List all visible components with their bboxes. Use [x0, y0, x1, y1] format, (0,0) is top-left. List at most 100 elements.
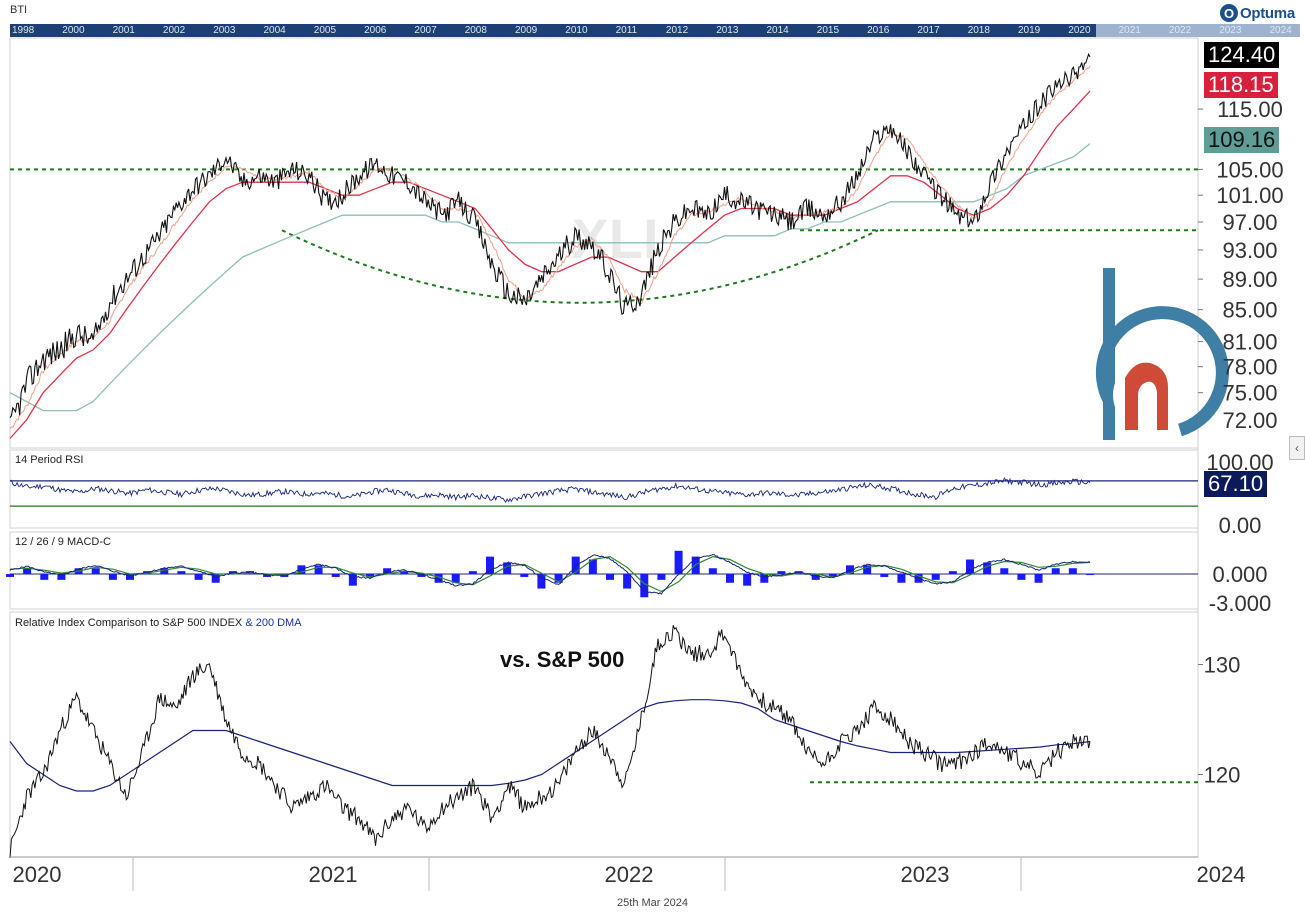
macd-histogram-bar	[863, 565, 872, 575]
collapse-panel-arrow-icon[interactable]: ‹	[1289, 436, 1305, 460]
price-tick-label: 78.00	[1222, 355, 1277, 380]
macd-histogram-bar	[91, 568, 100, 575]
relative-panel-title-dma: & 200 DMA	[245, 617, 302, 629]
rsi-panel-frame	[9, 449, 1199, 529]
overview-year-label: 2008	[464, 25, 487, 36]
macd-histogram-bar	[606, 574, 614, 580]
macd-panel-title: 12 / 26 / 9 MACD-C	[15, 536, 111, 548]
macd-histogram-bar	[691, 556, 700, 575]
macd-histogram-bar	[417, 574, 426, 577]
ma-short-badge: 118.15	[1204, 72, 1278, 98]
rsi-line	[9, 477, 1091, 503]
x-tick-label: 2020	[13, 862, 62, 887]
macd-histogram-bar	[708, 568, 717, 575]
macd-histogram-bar	[503, 562, 512, 575]
macd-histogram-bar	[108, 574, 117, 580]
macd-histogram-bar	[434, 574, 443, 583]
overview-year-label: 2007	[414, 25, 437, 36]
macd-histogram-bar	[23, 568, 32, 575]
macd-histogram-bar	[777, 571, 786, 575]
macd-histogram-bar	[486, 556, 494, 575]
price-tick-label: 105.00	[1216, 157, 1283, 182]
overview-year-label: 2003	[213, 25, 236, 36]
macd-histogram-bar	[1017, 574, 1026, 580]
macd-histogram-bar	[263, 574, 272, 577]
overview-year-label: 2009	[515, 25, 538, 36]
rsi-series-group: 100.00 0.00	[9, 450, 1274, 538]
overview-year-label: 2024	[1269, 25, 1292, 36]
rounded-base-curve	[281, 229, 879, 304]
macd-histogram-bar	[366, 574, 374, 577]
relative-series-group: 120 130	[9, 625, 1241, 859]
company-logo-mark	[1095, 268, 1229, 440]
price-tick-label: 115.00	[1217, 97, 1283, 122]
price-series-group	[9, 53, 1198, 439]
macd-histogram-bar	[726, 574, 734, 583]
relative-line	[9, 625, 1091, 859]
macd-histogram-bar	[1034, 574, 1043, 583]
macd-line	[9, 553, 1091, 595]
overview-year-label: 2005	[313, 25, 337, 36]
macd-histogram-bar	[983, 562, 992, 575]
macd-histogram-bar	[537, 574, 546, 589]
x-tick-label: 2024	[1197, 862, 1246, 887]
rsi-panel-title: 14 Period RSI	[15, 454, 84, 466]
macd-histogram-bar	[211, 574, 220, 583]
macd-histogram-bar	[451, 574, 460, 583]
rsi-tick-label: 100.00	[1206, 450, 1273, 475]
macd-histogram-bar	[40, 574, 49, 580]
relative-200dma-line	[9, 699, 1091, 792]
relative-tick-label: 120	[1204, 763, 1241, 788]
macd-histogram-bar	[314, 565, 323, 575]
overview-scroll-bar[interactable]	[10, 24, 1300, 37]
macd-panel-frame	[9, 531, 1199, 610]
overview-year-label: 2004	[263, 25, 286, 36]
macd-histogram-bar	[743, 574, 752, 586]
macd-series-group: 0.000 -3.000	[6, 550, 1271, 616]
price-tick-label: 97.00	[1222, 210, 1277, 235]
overview-year-label: 2012	[665, 25, 689, 36]
macd-histogram-bar	[674, 550, 683, 575]
overview-year-label: 2020	[1068, 25, 1091, 36]
macd-histogram-bar	[1000, 568, 1009, 575]
macd-histogram-bar	[948, 571, 957, 575]
x-tick-label: 2022	[605, 862, 654, 887]
overview-year-label: 2017	[917, 25, 940, 36]
price-tick-label: 75.00	[1222, 381, 1277, 406]
x-tick-label: 2023	[901, 862, 950, 887]
price-tick-label: 101.00	[1216, 183, 1283, 208]
macd-histogram-bar	[468, 571, 477, 575]
macd-histogram-bar	[160, 568, 169, 575]
x-tick-label: 2021	[309, 862, 358, 887]
macd-histogram-bar	[554, 574, 563, 583]
price-tick-label: 72.00	[1222, 408, 1277, 433]
ma-short-line	[9, 90, 1091, 439]
macd-histogram-bar	[931, 574, 940, 580]
macd-histogram-bar	[760, 574, 769, 583]
overview-year-label: 2000	[62, 25, 85, 36]
last-price-badge: 124.40	[1204, 42, 1280, 68]
macd-histogram-bar	[348, 574, 357, 586]
x-axis: 2020 2021 2022 2023 2024	[10, 856, 1246, 891]
macd-histogram-bar	[1086, 574, 1094, 576]
optuma-logo: O Optuma	[1220, 3, 1304, 23]
macd-histogram-bar	[897, 574, 906, 583]
overview-year-label: 2014	[766, 25, 789, 36]
macd-histogram-bar	[640, 574, 649, 598]
macd-histogram-bar	[400, 571, 409, 575]
overview-year-label: 2013	[716, 25, 739, 36]
overview-year-label: 2018	[967, 25, 990, 36]
macd-histogram-bar	[57, 574, 66, 580]
overview-scroll-window[interactable]	[1096, 24, 1300, 37]
overview-year-label: 2006	[364, 25, 387, 36]
macd-histogram-bar	[520, 574, 529, 577]
price-tick-label: 85.00	[1222, 298, 1277, 323]
rsi-tick-label: 0.00	[1219, 513, 1262, 538]
rsi-value-badge: 67.10	[1204, 471, 1268, 497]
price-line	[9, 53, 1091, 418]
overview-year-label: 2019	[1018, 25, 1041, 36]
ma-long-line	[9, 143, 1091, 412]
macd-histogram-bar	[126, 574, 134, 580]
overview-year-label: 2011	[615, 25, 638, 36]
